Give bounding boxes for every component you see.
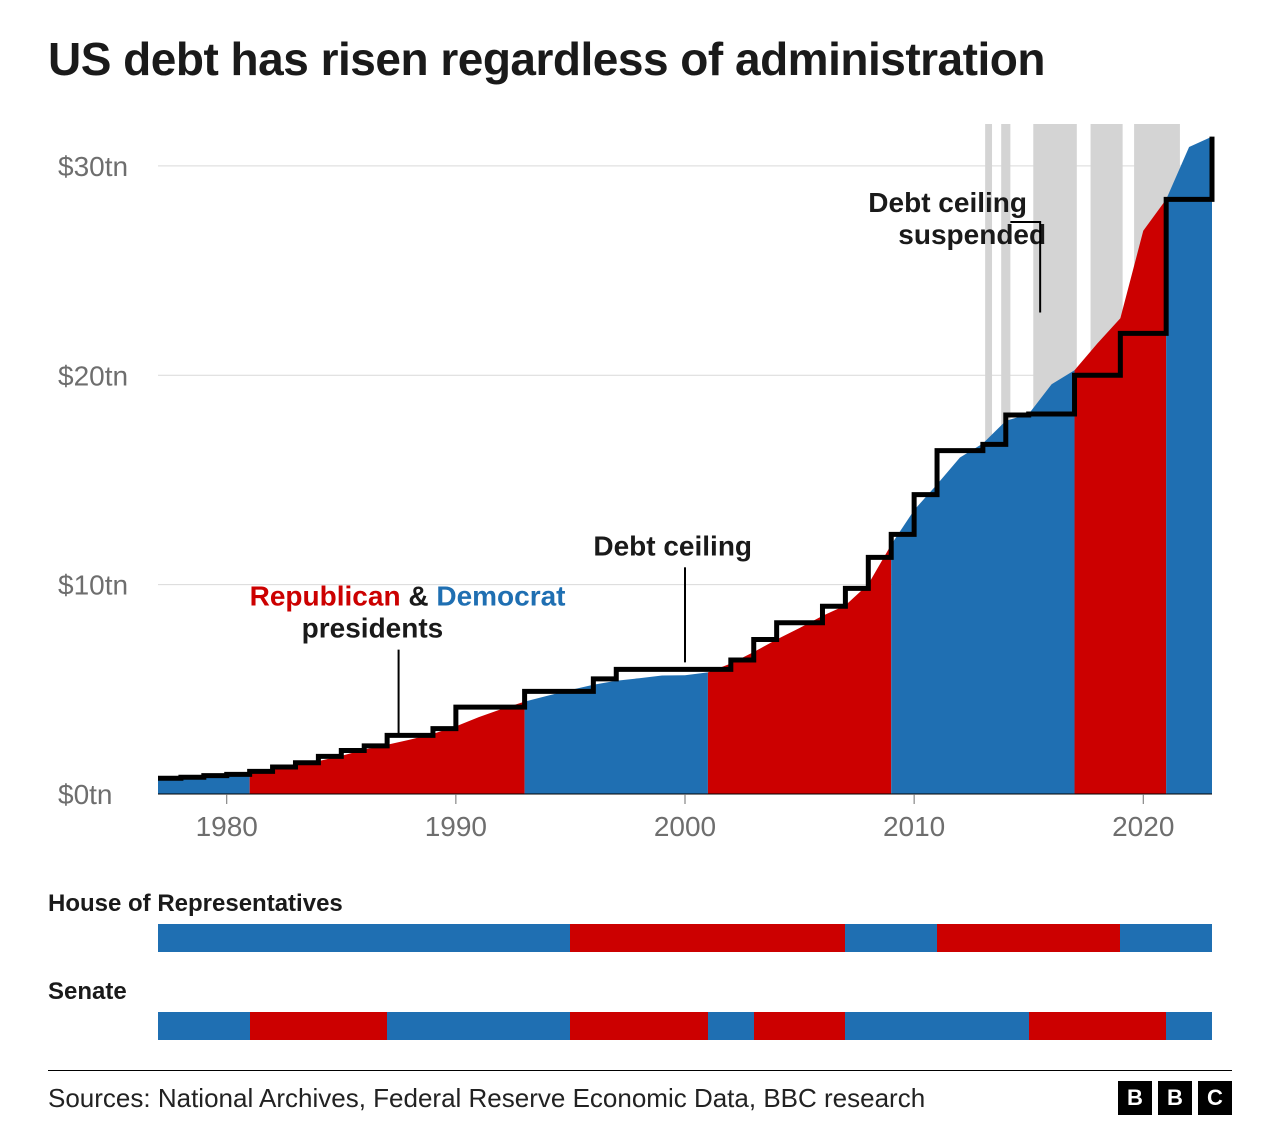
strip-segment-D <box>845 1012 1028 1040</box>
strip-segment-R <box>754 1012 846 1040</box>
y-tick-label: $0tn <box>58 779 113 810</box>
x-tick-label: 2020 <box>1112 811 1174 842</box>
source-text: Sources: National Archives, Federal Rese… <box>48 1083 925 1114</box>
x-tick-label: 1980 <box>196 811 258 842</box>
strip-segment-D <box>1120 924 1212 952</box>
senate-strip <box>48 1012 1232 1040</box>
suspended-label-2: suspended <box>898 219 1046 250</box>
house-strip <box>48 924 1232 952</box>
strip-segment-R <box>570 924 845 952</box>
suspended-label-1: Debt ceiling <box>868 187 1027 218</box>
debt-area-D <box>1166 137 1212 794</box>
strip-segment-D <box>158 924 570 952</box>
bbc-block: C <box>1198 1081 1232 1115</box>
bbc-logo: BBC <box>1118 1081 1232 1115</box>
x-tick-label: 1990 <box>425 811 487 842</box>
main-chart: $0tn $10tn $20tn $30tn 1980 1990 2000 2010 2020 R… <box>48 104 1232 864</box>
house-label: House of Representatives <box>48 890 1232 918</box>
strip-segment-R <box>570 1012 707 1040</box>
chart-title: US debt has risen regardless of administ… <box>48 32 1232 86</box>
legend-sub: presidents <box>302 613 444 644</box>
debt-area-R <box>708 545 891 794</box>
x-tick-label: 2010 <box>883 811 945 842</box>
legend-party: Republican & Democrat <box>250 581 566 612</box>
senate-label: Senate <box>48 978 1232 1006</box>
strip-segment-D <box>387 1012 570 1040</box>
strip-segment-D <box>708 1012 754 1040</box>
y-tick-label: $20tn <box>58 360 128 391</box>
strip-segment-R <box>937 924 1120 952</box>
debt-ceiling-label: Debt ceiling <box>593 530 752 561</box>
footer: Sources: National Archives, Federal Rese… <box>48 1070 1232 1115</box>
y-tick-label: $10tn <box>58 570 128 601</box>
strip-segment-D <box>1166 1012 1212 1040</box>
debt-area-D <box>891 370 1074 794</box>
bbc-block: B <box>1158 1081 1192 1115</box>
bbc-block: B <box>1118 1081 1152 1115</box>
strip-segment-R <box>1029 1012 1166 1040</box>
y-tick-label: $30tn <box>58 151 128 182</box>
x-tick-label: 2000 <box>654 811 716 842</box>
strip-segment-D <box>845 924 937 952</box>
strip-segment-D <box>158 1012 250 1040</box>
strip-segment-R <box>250 1012 387 1040</box>
chart-svg: $0tn $10tn $20tn $30tn 1980 1990 2000 2010 2020 R… <box>48 104 1232 864</box>
